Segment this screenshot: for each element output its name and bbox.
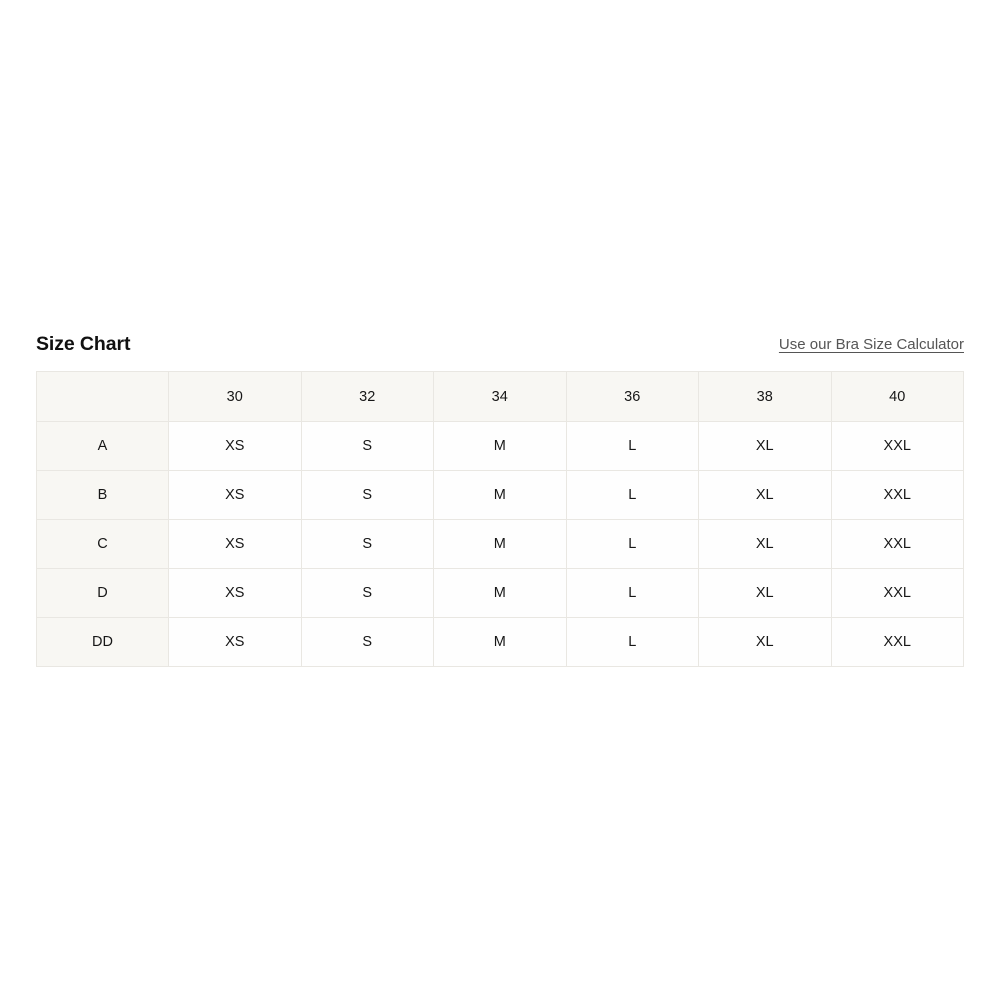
page-title: Size Chart: [36, 333, 131, 355]
column-header-band-30: 30: [168, 371, 302, 422]
size-cell: M: [433, 568, 567, 618]
table-row: C XS S M L XL XXL: [36, 519, 964, 569]
column-header-band-38: 38: [698, 371, 832, 422]
size-cell: XS: [168, 568, 302, 618]
size-cell: XXL: [830, 519, 964, 569]
size-cell: XL: [698, 519, 832, 569]
row-header-cup-b: B: [36, 470, 169, 520]
column-header-band-36: 36: [565, 371, 699, 422]
size-cell: L: [565, 617, 699, 667]
size-cell: S: [300, 617, 434, 667]
size-cell: XXL: [830, 470, 964, 520]
size-cell: S: [300, 470, 434, 520]
size-cell: L: [565, 519, 699, 569]
size-chart-table: 30 32 34 36 38 40 A XS S M L XL XXL: [36, 371, 964, 667]
size-cell: XL: [698, 617, 832, 667]
row-header-cup-c: C: [36, 519, 169, 569]
size-cell: S: [300, 568, 434, 618]
size-cell: S: [300, 421, 434, 471]
size-cell: XL: [698, 568, 832, 618]
size-chart-section: Size Chart Use our Bra Size Calculator 3…: [36, 320, 964, 667]
size-cell: XS: [168, 470, 302, 520]
size-cell: M: [433, 519, 567, 569]
table-corner-cell: [36, 371, 169, 422]
size-cell: XXL: [830, 617, 964, 667]
column-header-band-40: 40: [830, 371, 964, 422]
row-header-cup-a: A: [36, 421, 169, 471]
table-row: B XS S M L XL XXL: [36, 470, 964, 520]
size-cell: XXL: [830, 421, 964, 471]
size-cell: L: [565, 421, 699, 471]
size-cell: L: [565, 568, 699, 618]
column-header-band-34: 34: [433, 371, 567, 422]
column-header-band-32: 32: [300, 371, 434, 422]
size-cell: M: [433, 421, 567, 471]
size-cell: M: [433, 470, 567, 520]
table-header-row: 30 32 34 36 38 40: [36, 371, 964, 422]
table-body: A XS S M L XL XXL B XS S M L XL XXL: [36, 421, 964, 667]
table-header: 30 32 34 36 38 40: [36, 371, 964, 422]
size-cell: XS: [168, 519, 302, 569]
size-cell: XS: [168, 617, 302, 667]
row-header-cup-dd: DD: [36, 617, 169, 667]
bra-size-calculator-link[interactable]: Use our Bra Size Calculator: [778, 336, 964, 353]
size-cell: S: [300, 519, 434, 569]
table-row: D XS S M L XL XXL: [36, 568, 964, 618]
table-row: DD XS S M L XL XXL: [36, 617, 964, 667]
size-cell: M: [433, 617, 567, 667]
size-cell: L: [565, 470, 699, 520]
size-chart-header: Size Chart Use our Bra Size Calculator: [36, 320, 964, 356]
size-cell: XXL: [830, 568, 964, 618]
row-header-cup-d: D: [36, 568, 169, 618]
size-cell: XS: [168, 421, 302, 471]
table-row: A XS S M L XL XXL: [36, 421, 964, 471]
size-cell: XL: [698, 421, 832, 471]
size-cell: XL: [698, 470, 832, 520]
